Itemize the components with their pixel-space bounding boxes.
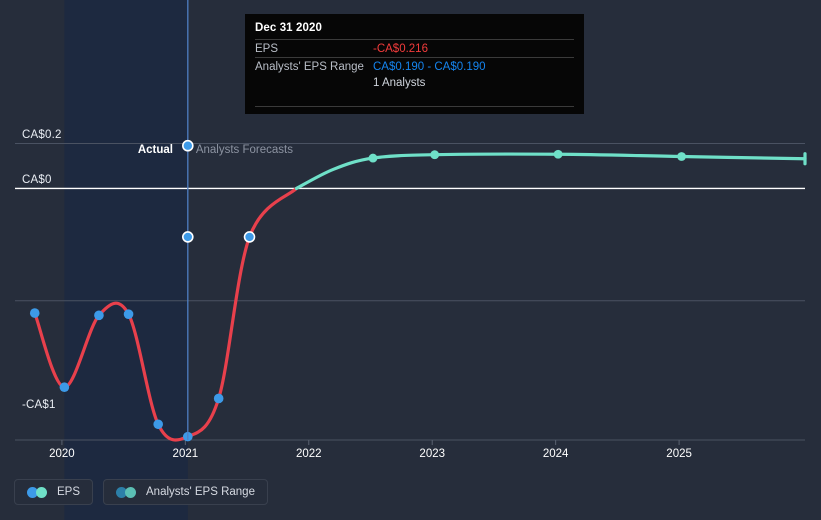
eps-data-point[interactable] bbox=[123, 309, 134, 320]
eps-data-point[interactable] bbox=[29, 308, 40, 318]
eps-data-point[interactable] bbox=[94, 310, 104, 321]
legend-item-eps[interactable]: EPS bbox=[14, 479, 94, 505]
tooltip-title: Dec 31 2020 bbox=[255, 22, 322, 34]
forecast-data-point[interactable] bbox=[430, 150, 440, 160]
tooltip-key-eps: EPS bbox=[255, 43, 279, 55]
data-point-tooltip: Dec 31 2020 EPS -CA$0.216 Analysts' EPS … bbox=[245, 14, 584, 114]
tooltip-value-eps: -CA$0.216 bbox=[373, 43, 428, 55]
x-axis-tick-label: 2025 bbox=[666, 448, 692, 460]
x-axis-tick-label: 2022 bbox=[295, 448, 322, 460]
tooltip-value-range: CA$0.190 - CA$0.190 bbox=[373, 61, 486, 73]
y-axis-tick-label: CA$0.2 bbox=[22, 129, 62, 142]
eps-data-point[interactable] bbox=[213, 393, 224, 404]
tooltip-key-range: Analysts' EPS Range bbox=[255, 61, 364, 73]
highlighted-actual-point[interactable] bbox=[182, 231, 194, 243]
legend-swatch-eps-icon bbox=[27, 486, 49, 498]
forecast-data-point[interactable] bbox=[677, 152, 686, 161]
tooltip-row-eps: EPS -CA$0.216 bbox=[255, 39, 574, 57]
legend-label-analysts-eps-range: Analysts' EPS Range bbox=[146, 486, 255, 498]
forecast-data-point[interactable] bbox=[368, 153, 378, 163]
legend-swatch-range-icon bbox=[116, 486, 138, 498]
legend-label-eps: EPS bbox=[57, 486, 81, 498]
legend-item-analysts-eps-range[interactable]: Analysts' EPS Range bbox=[103, 479, 268, 505]
tooltip-footer-divider bbox=[255, 106, 574, 107]
eps-data-point[interactable] bbox=[153, 419, 163, 430]
x-axis-tick-label: 2023 bbox=[419, 448, 446, 460]
y-axis-tick-label: -CA$1 bbox=[22, 399, 56, 412]
x-axis-tick-label: 2020 bbox=[49, 448, 75, 460]
x-axis-tick-label: 2021 bbox=[172, 448, 199, 460]
eps-forecast-line bbox=[294, 152, 807, 191]
eps-data-point[interactable] bbox=[243, 231, 256, 243]
y-axis-tick-label: CA$0 bbox=[22, 174, 52, 187]
actual-divider-label: Actual bbox=[137, 144, 173, 156]
forecast-data-point[interactable] bbox=[553, 149, 563, 159]
tooltip-analyst-count: 1 Analysts bbox=[373, 77, 426, 89]
x-axis-tick-label: 2024 bbox=[542, 448, 569, 460]
chart-legend: EPS Analysts' EPS Range bbox=[14, 479, 268, 505]
tooltip-row-range: Analysts' EPS Range CA$0.190 - CA$0.190 bbox=[255, 57, 574, 75]
highlighted-forecast-point[interactable] bbox=[182, 139, 194, 152]
highlight-band bbox=[64, 0, 188, 520]
eps-data-point[interactable] bbox=[59, 382, 70, 393]
forecast-divider-label: Analysts Forecasts bbox=[195, 144, 293, 156]
